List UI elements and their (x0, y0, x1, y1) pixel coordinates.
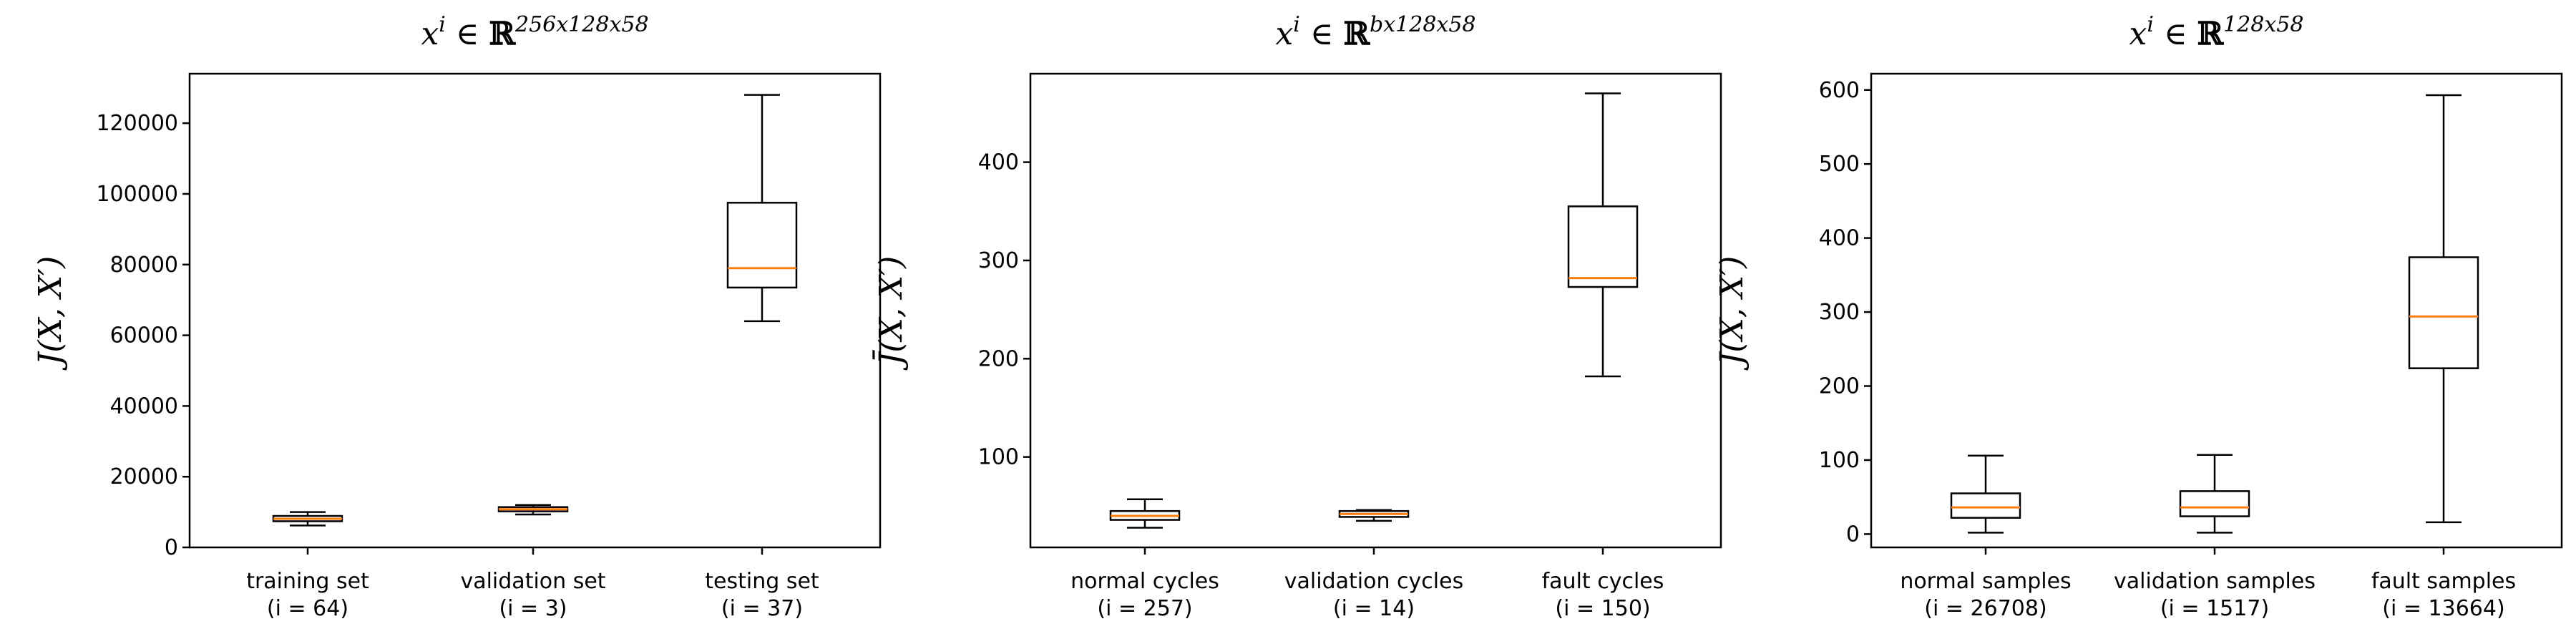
y-tick-label: 200 (978, 346, 1019, 371)
box-1 (1950, 454, 2021, 534)
box-2 (1338, 509, 1410, 522)
x-tick-label: normal cycles (1070, 569, 1219, 594)
y-tick-label: 300 (978, 248, 1019, 273)
iqr-box (2179, 490, 2250, 517)
x-tick-label: fault cycles (1542, 569, 1664, 594)
y-tick-label: 20000 (110, 464, 178, 489)
y-tick-label: 0 (165, 535, 178, 560)
x-tick-sublabel: (i = 13664) (2382, 596, 2504, 621)
box-2 (497, 504, 569, 516)
x-tick-sublabel: (i = 1517) (2160, 596, 2269, 621)
x-tick-sublabel: (i = 257) (1097, 596, 1192, 621)
title-field: ℝ (1343, 16, 1370, 52)
title-field: ℝ (489, 16, 516, 52)
y-tick-label: 600 (1819, 78, 1860, 103)
y-tick-label: 500 (1819, 152, 1860, 177)
x-tick-sublabel: (i = 150) (1555, 596, 1650, 621)
title-dims: bx128x58 (1370, 12, 1475, 37)
y-tick-label: 400 (1819, 226, 1860, 251)
box-1 (1109, 498, 1181, 529)
plot-frame (1029, 72, 1722, 549)
x-tick-sublabel: (i = 26708) (1924, 596, 2046, 621)
x-tick-sublabel: (i = 37) (721, 596, 803, 621)
y-tick-label: 60000 (110, 323, 178, 348)
x-tick-label: training set (246, 569, 369, 594)
chart-panel-2: xi ∈ ℝbx128x58 J̄(X, X′) 100 200 300 400 norma… (872, 12, 1722, 621)
y-tick-label: 100000 (96, 182, 178, 207)
y-axis-label: J̄(X, X′) (872, 256, 909, 371)
box-1 (272, 511, 343, 527)
y-tick-label: 0 (1846, 522, 1860, 547)
iqr-box (1567, 205, 1639, 288)
title-relation: ∈ (446, 16, 489, 52)
y-axis-label: J(X, X′) (32, 256, 69, 371)
title-superscript: i (439, 12, 446, 37)
chart-panel-1: xi ∈ ℝ256x128x58 J(X, X′) 0 20000 40000 60000… (32, 12, 882, 621)
plot-frame (188, 72, 882, 549)
chart-panel-3: xi ∈ ℝ128x58 J(X, X′) 0 100 200 300 400 500 600 n… (1714, 12, 2563, 621)
x-tick-sublabel: (i = 3) (499, 596, 567, 621)
title-dims: 128x58 (2223, 12, 2303, 37)
title-relation: ∈ (1300, 16, 1344, 52)
y-axis-label: J(X, X′) (1714, 256, 1750, 371)
box-3 (2408, 94, 2479, 524)
panel-title: xi ∈ ℝ128x58 (2129, 12, 2304, 52)
x-tick-label: normal samples (1900, 569, 2071, 594)
y-tick-label: 100 (1819, 448, 1860, 473)
x-tick-label: fault samples (2371, 569, 2516, 594)
iqr-box (1950, 492, 2021, 519)
y-tick-label: 80000 (110, 253, 178, 278)
panel-title: xi ∈ ℝ256x128x58 (421, 12, 648, 52)
title-superscript: i (2147, 12, 2154, 37)
title-field: ℝ (2197, 16, 2225, 52)
title-base: x (1275, 16, 1293, 52)
y-tick-label: 40000 (110, 394, 178, 419)
y-tick-label: 100 (978, 445, 1019, 470)
y-tick-label: 200 (1819, 374, 1860, 399)
title-relation: ∈ (2154, 16, 2197, 52)
iqr-box (726, 202, 798, 289)
box-3 (1567, 92, 1639, 378)
box-3 (726, 94, 798, 323)
title-base: x (421, 16, 439, 52)
x-tick-label: testing set (705, 569, 819, 594)
x-tick-sublabel: (i = 64) (267, 596, 348, 621)
y-tick-label: 400 (978, 150, 1019, 175)
title-dims: 256x128x58 (514, 12, 649, 37)
title-superscript: i (1293, 12, 1300, 37)
box-2 (2179, 454, 2250, 534)
plot-frame (1870, 72, 2563, 549)
x-tick-label: validation set (460, 569, 605, 594)
x-tick-label: validation samples (2114, 569, 2316, 594)
iqr-box (2408, 256, 2479, 369)
y-tick-label: 120000 (96, 111, 178, 136)
title-base: x (2129, 16, 2147, 52)
panel-title: xi ∈ ℝbx128x58 (1275, 12, 1475, 52)
x-tick-label: validation cycles (1284, 569, 1463, 594)
x-tick-sublabel: (i = 14) (1333, 596, 1415, 621)
y-tick-label: 300 (1819, 300, 1860, 325)
